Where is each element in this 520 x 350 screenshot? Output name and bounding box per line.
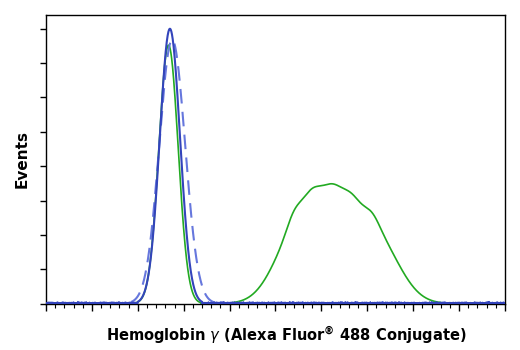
Text: Hemoglobin $\gamma$ (Alexa Fluor$^{\mathregular{\circledR}}$ 488 Conjugate): Hemoglobin $\gamma$ (Alexa Fluor$^{\math…: [106, 325, 466, 346]
Y-axis label: Events: Events: [15, 130, 30, 188]
